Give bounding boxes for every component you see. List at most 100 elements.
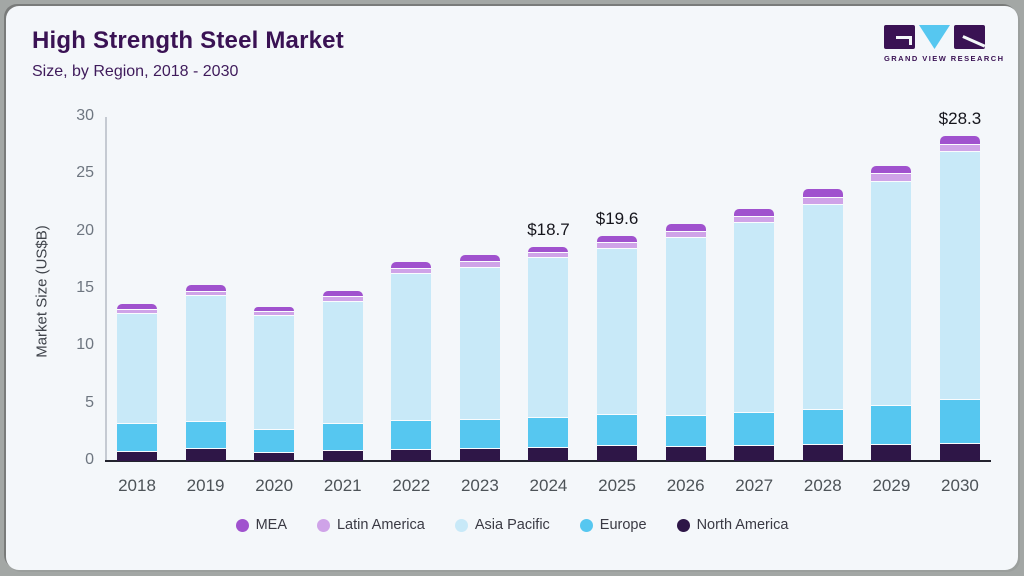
y-tick-label: 10 xyxy=(76,336,94,354)
bar-2029 xyxy=(871,166,912,461)
bar-2028 xyxy=(802,188,843,461)
legend-item-europe: Europe xyxy=(579,517,647,533)
bar-segment-mea xyxy=(734,208,775,217)
y-tick-label: 25 xyxy=(76,164,94,182)
bar-segment-north-america xyxy=(185,448,226,461)
bar-segment-mea xyxy=(185,284,226,291)
bar-segment-north-america xyxy=(117,450,157,461)
legend-dot-icon xyxy=(676,518,690,532)
bar-segment-north-america xyxy=(322,450,363,461)
legend-item-mea: MEA xyxy=(235,517,287,533)
bar-segment-asia-pacific xyxy=(117,313,157,423)
bar-segment-mea xyxy=(871,166,912,174)
value-label-2024: $18.7 xyxy=(527,219,570,239)
page-subtitle: Size, by Region, 2018 - 2030 xyxy=(32,63,239,80)
legend-label: Europe xyxy=(599,517,647,533)
x-axis-label-2022: 2022 xyxy=(392,476,431,495)
y-tick-label: 5 xyxy=(85,393,94,411)
bar-2023 xyxy=(459,254,500,461)
bar-segment-europe xyxy=(528,416,569,447)
bar-2018 xyxy=(117,303,157,461)
bar-2030 xyxy=(939,136,980,461)
bar-segment-latin-america xyxy=(802,197,843,204)
logo-wordmark: GRAND VIEW RESEARCH xyxy=(884,54,1005,63)
bar-2025 xyxy=(597,236,638,461)
bar-2022 xyxy=(391,262,432,461)
legend-item-latin-america: Latin America xyxy=(316,517,425,533)
bar-segment-mea xyxy=(939,136,980,144)
legend-dot-icon xyxy=(454,518,468,532)
bar-segment-europe xyxy=(597,413,638,445)
chart-plot-area: Market Size (US$B) 0 5 10 15 20 25 30 2018 2019… xyxy=(6,6,1018,570)
bar-2021 xyxy=(322,290,363,461)
x-axis-label-2027: 2027 xyxy=(735,476,774,495)
legend-label: Asia Pacific xyxy=(474,517,550,533)
bar-segment-asia-pacific xyxy=(665,236,706,415)
y-tick-label: 30 xyxy=(76,107,94,124)
bar-segment-europe xyxy=(802,408,843,444)
legend-label: North America xyxy=(696,517,789,533)
x-axis-line xyxy=(105,460,991,462)
bar-segment-mea xyxy=(322,290,363,296)
bar-segment-asia-pacific xyxy=(254,315,295,429)
value-label-2025: $19.6 xyxy=(595,209,639,229)
bar-segment-europe xyxy=(117,422,157,451)
bar-segment-north-america xyxy=(459,448,500,461)
x-axis-label-2019: 2019 xyxy=(186,476,225,495)
value-label-2030: $28.3 xyxy=(938,109,982,129)
bar-segment-europe xyxy=(871,405,912,445)
bar-segment-latin-america xyxy=(665,231,706,237)
bar-segment-asia-pacific xyxy=(459,266,500,420)
legend-dot-icon xyxy=(579,518,593,532)
bar-segment-latin-america xyxy=(871,173,912,181)
bar-segment-north-america xyxy=(254,452,295,461)
gvr-logo: GRAND VIEW RESEARCH xyxy=(884,25,1005,65)
bar-segment-asia-pacific xyxy=(391,273,432,421)
bar-segment-europe xyxy=(665,414,706,447)
legend-label: MEA xyxy=(255,517,287,533)
gvr-logo-mark xyxy=(884,25,988,50)
x-axis-label-2026: 2026 xyxy=(666,476,705,495)
bar-segment-europe xyxy=(254,428,295,453)
bar-segment-europe xyxy=(391,420,432,450)
bar-segment-asia-pacific xyxy=(734,222,775,413)
bar-segment-latin-america xyxy=(734,216,775,223)
legend-label: Latin America xyxy=(336,517,425,533)
bar-segment-mea xyxy=(254,306,295,312)
bar-2027 xyxy=(734,208,775,461)
bar-segment-asia-pacific xyxy=(322,301,363,423)
bar-segment-europe xyxy=(185,421,226,449)
bar-segment-latin-america xyxy=(322,295,363,302)
bar-segment-asia-pacific xyxy=(528,257,569,417)
bar-segment-europe xyxy=(734,412,775,445)
chart-legend: MEA Latin America Asia Pacific Europe North … xyxy=(6,517,1018,533)
bar-segment-latin-america xyxy=(391,267,432,274)
bar-segment-europe xyxy=(459,419,500,449)
y-tick-label: 20 xyxy=(76,221,94,239)
bar-segment-north-america xyxy=(734,444,775,461)
bar-segment-asia-pacific xyxy=(597,247,638,414)
x-axis-label-2023: 2023 xyxy=(460,476,499,495)
bar-2026 xyxy=(665,224,706,461)
bar-segment-mea xyxy=(528,246,569,252)
legend-item-asia-pacific: Asia Pacific xyxy=(454,517,550,533)
bar-segment-latin-america xyxy=(528,251,569,258)
x-axis-label-2018: 2018 xyxy=(118,476,156,495)
bar-segment-latin-america xyxy=(459,260,500,267)
bar-segment-north-america xyxy=(391,449,432,461)
x-axis-label-2020: 2020 xyxy=(255,476,294,495)
report-card: High Strength Steel Market Size, by Regi… xyxy=(6,6,1018,570)
bar-2024 xyxy=(528,246,569,461)
bar-segment-europe xyxy=(939,399,980,444)
y-tick-label: 0 xyxy=(85,451,94,468)
x-axis-label-2028: 2028 xyxy=(803,476,842,495)
bar-segment-north-america xyxy=(665,446,706,461)
bar-segment-mea xyxy=(597,236,638,242)
bar-segment-europe xyxy=(322,422,363,451)
page-title: High Strength Steel Market xyxy=(32,27,344,54)
bar-segment-north-america xyxy=(597,444,638,461)
bar-segment-asia-pacific xyxy=(185,295,226,422)
y-axis-line xyxy=(105,117,107,461)
bar-segment-north-america xyxy=(871,444,912,461)
y-tick-label: 15 xyxy=(76,279,94,296)
